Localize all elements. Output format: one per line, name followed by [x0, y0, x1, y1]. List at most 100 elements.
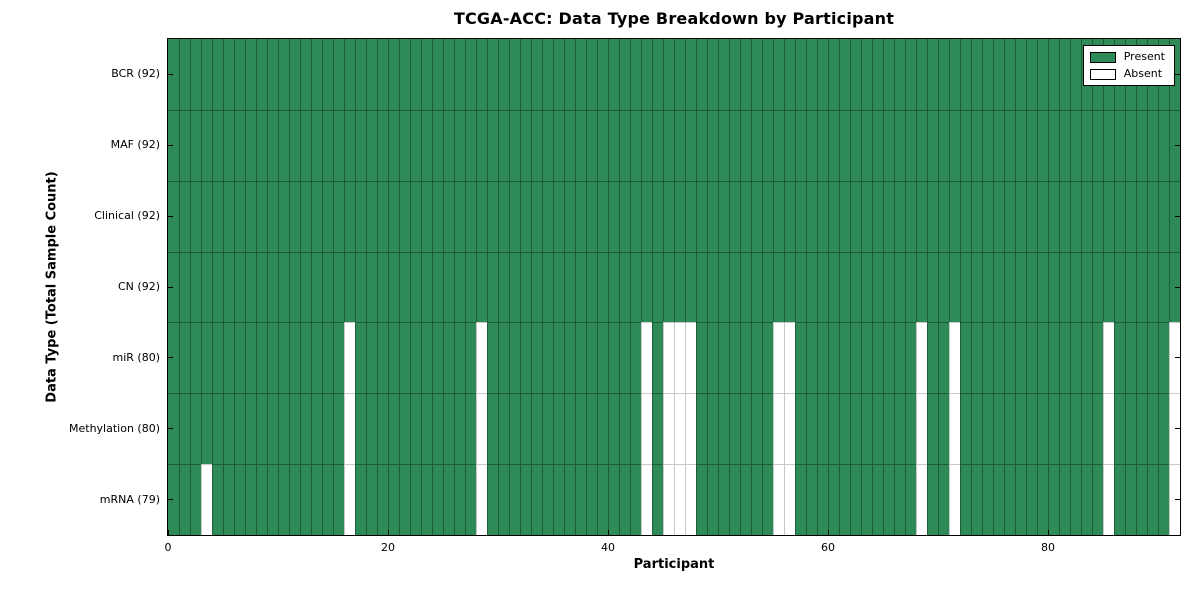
matrix-cell — [927, 180, 938, 252]
matrix-cell — [311, 322, 322, 394]
matrix-cell — [520, 180, 531, 252]
matrix-cell — [828, 393, 839, 465]
matrix-cell — [388, 464, 399, 535]
matrix-cell — [333, 109, 344, 181]
matrix-cell — [179, 464, 190, 535]
matrix-cell — [630, 251, 641, 323]
matrix-cell — [410, 39, 421, 110]
matrix-cell — [542, 39, 553, 110]
matrix-cell — [971, 322, 982, 394]
matrix-cell — [872, 464, 883, 535]
matrix-cell — [872, 109, 883, 181]
matrix-cell — [1004, 464, 1015, 535]
matrix-cell — [784, 464, 795, 535]
matrix-cell — [267, 393, 278, 465]
matrix-cell — [245, 109, 256, 181]
matrix-cell — [883, 393, 894, 465]
legend-entry-present: Present — [1089, 51, 1165, 63]
matrix-cell — [201, 322, 212, 394]
matrix-cell — [432, 180, 443, 252]
matrix-cell — [1114, 109, 1125, 181]
matrix-cell — [729, 393, 740, 465]
matrix-cell — [223, 109, 234, 181]
matrix-cell — [861, 322, 872, 394]
matrix-cell — [421, 464, 432, 535]
matrix-cell — [707, 322, 718, 394]
matrix-cell — [894, 109, 905, 181]
matrix-cell — [465, 322, 476, 394]
matrix-cell — [399, 251, 410, 323]
matrix-cell — [1070, 322, 1081, 394]
matrix-cell — [806, 109, 817, 181]
matrix-cell — [278, 464, 289, 535]
matrix-cell — [773, 322, 784, 394]
matrix-cell — [421, 251, 432, 323]
matrix-cell — [377, 464, 388, 535]
x-tick-mark — [388, 530, 389, 535]
matrix-cell — [1158, 322, 1169, 394]
matrix-cell — [1048, 251, 1059, 323]
matrix-cell — [1048, 180, 1059, 252]
matrix-cell — [520, 393, 531, 465]
matrix-cell — [817, 180, 828, 252]
matrix-cell — [366, 393, 377, 465]
matrix-cell — [190, 251, 201, 323]
matrix-cell — [498, 322, 509, 394]
matrix-cell — [894, 464, 905, 535]
matrix-cell — [784, 322, 795, 394]
matrix-cell — [421, 109, 432, 181]
matrix-cell — [960, 251, 971, 323]
matrix-cell — [597, 109, 608, 181]
matrix-cell — [553, 109, 564, 181]
matrix-cell — [641, 39, 652, 110]
matrix-cell — [663, 109, 674, 181]
matrix-cell — [1092, 464, 1103, 535]
matrix-cell — [795, 39, 806, 110]
y-tick-label: CN (92) — [118, 280, 160, 293]
matrix-cell — [608, 393, 619, 465]
matrix-cell — [1026, 322, 1037, 394]
matrix-cell — [663, 39, 674, 110]
matrix-cell — [388, 251, 399, 323]
y-tick-mark-left — [168, 428, 173, 430]
matrix-cell — [443, 109, 454, 181]
matrix-cell — [432, 464, 443, 535]
matrix-cell — [751, 393, 762, 465]
matrix-cell — [1059, 393, 1070, 465]
matrix-cell — [1092, 251, 1103, 323]
matrix-cell — [234, 39, 245, 110]
y-tick-label: Methylation (80) — [69, 421, 160, 435]
matrix-cell — [1048, 464, 1059, 535]
matrix-cell — [630, 393, 641, 465]
matrix-cell — [1158, 393, 1169, 465]
matrix-cell — [663, 180, 674, 252]
matrix-cell — [289, 251, 300, 323]
matrix-cell — [245, 322, 256, 394]
matrix-cell — [575, 39, 586, 110]
matrix-cell — [993, 180, 1004, 252]
matrix-cell — [718, 251, 729, 323]
matrix-cell — [443, 393, 454, 465]
matrix-cell — [784, 109, 795, 181]
legend: Present Absent — [1082, 45, 1175, 86]
matrix-cell — [938, 109, 949, 181]
matrix-cell — [1147, 109, 1158, 181]
matrix-cell — [740, 39, 751, 110]
matrix-cell — [1081, 464, 1092, 535]
matrix-cell — [1037, 464, 1048, 535]
matrix-cell — [509, 251, 520, 323]
matrix-cell — [575, 251, 586, 323]
matrix-cell — [465, 109, 476, 181]
matrix-cell — [421, 39, 432, 110]
matrix-cell — [586, 251, 597, 323]
matrix-cell — [883, 39, 894, 110]
matrix-cell — [883, 322, 894, 394]
matrix-cell — [685, 393, 696, 465]
matrix-cell — [707, 109, 718, 181]
matrix-cell — [850, 109, 861, 181]
y-tick-mark-right — [1175, 357, 1180, 359]
plot-area: Present Absent — [167, 38, 1181, 536]
matrix-cell — [234, 180, 245, 252]
matrix-cell — [388, 180, 399, 252]
matrix-cell — [300, 322, 311, 394]
